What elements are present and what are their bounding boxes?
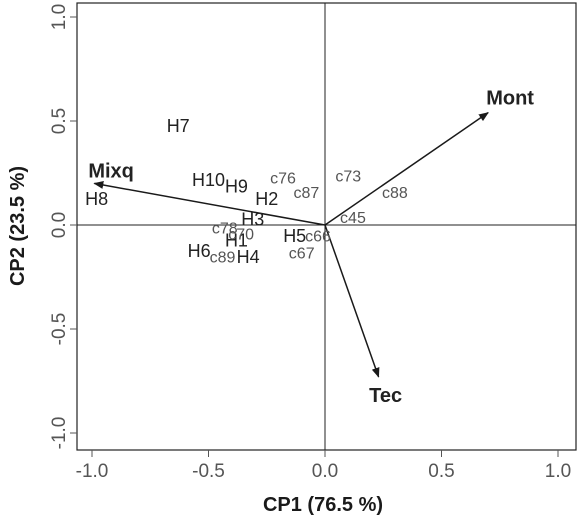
sample-label-c70: c70	[228, 227, 254, 244]
sample-label-c66: c66	[305, 229, 331, 246]
sample-label-c76: c76	[270, 170, 296, 187]
y-tick-label: -1.0	[49, 417, 70, 450]
vector-label-tec: Tec	[369, 385, 402, 407]
site-label-h4: H4	[237, 247, 260, 267]
sample-label-c89: c89	[210, 249, 236, 266]
vector-arrow-mixq	[93, 181, 326, 226]
site-label-h6: H6	[188, 241, 211, 261]
y-axis-title: CP2 (23.5 %)	[7, 166, 29, 286]
site-label-h8: H8	[85, 189, 108, 209]
site-label-h3: H3	[241, 210, 264, 230]
y-tick-label: 1.0	[49, 4, 70, 30]
x-tick-label: 0.0	[312, 461, 338, 482]
x-tick-label: 1.0	[545, 461, 571, 482]
site-label-h7: H7	[167, 116, 190, 136]
vector-arrow-mont	[324, 112, 489, 226]
sample-label-c73: c73	[335, 168, 361, 185]
y-tick-label: -0.5	[49, 313, 70, 346]
x-tick-label: -1.0	[76, 461, 109, 482]
sample-label-c67: c67	[289, 245, 315, 262]
x-tick-label: -0.5	[192, 461, 225, 482]
sample-label-c87: c87	[293, 185, 319, 202]
sample-label-c78: c78	[212, 220, 238, 237]
vector-label-mont: Mont	[486, 88, 534, 110]
site-label-h1: H1	[225, 230, 248, 250]
site-label-h9: H9	[225, 176, 248, 196]
plot-frame	[76, 2, 577, 451]
site-label-h2: H2	[255, 189, 278, 209]
x-tick-label: 0.5	[428, 461, 454, 482]
y-tick-label: 0.0	[49, 212, 70, 238]
vector-arrow-tec	[324, 224, 380, 378]
y-tick-label: 0.5	[49, 108, 70, 134]
sample-label-c88: c88	[382, 185, 408, 202]
x-axis-title: CP1 (76.5 %)	[263, 494, 383, 516]
site-label-h10: H10	[192, 170, 225, 190]
sample-label-c45: c45	[340, 210, 366, 227]
site-label-h5: H5	[283, 226, 306, 246]
vector-label-mixq: Mixq	[88, 160, 134, 182]
